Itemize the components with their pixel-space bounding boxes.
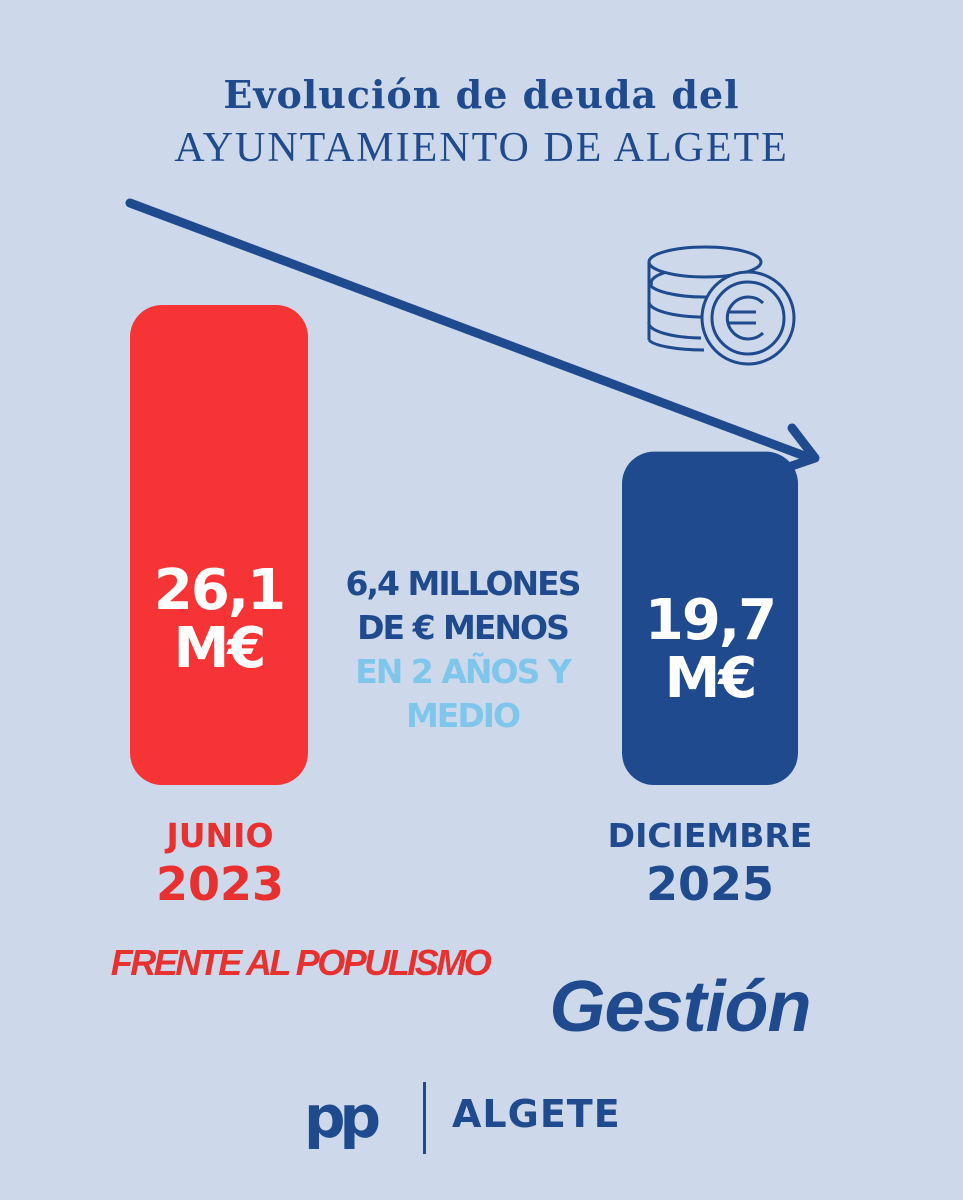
difference-text: 6,4 MILLONES DE € MENOS EN 2 AÑOS Y MEDI… <box>330 562 595 738</box>
footer-divider <box>423 1082 426 1154</box>
slogan-right: Gestión <box>549 967 811 1047</box>
pp-logo: pp <box>304 1083 381 1151</box>
month-2025: DICIEMBRE <box>607 816 813 855</box>
bar-value-label-2025: 19,7 M€ <box>622 592 798 708</box>
date-label-2025: DICIEMBRE 2025 <box>585 814 835 910</box>
bar-diciembre-2025 <box>622 451 798 785</box>
bar-value-label-2023: 26,1 M€ <box>130 562 308 678</box>
year-2025: 2025 <box>645 857 775 911</box>
year-2023: 2023 <box>155 857 285 911</box>
bar-value-2025: 19,7 <box>644 588 777 653</box>
difference-line-1: 6,4 MILLONES <box>345 564 582 603</box>
date-label-2023: JUNIO 2023 <box>110 814 330 910</box>
month-2023: JUNIO <box>166 816 274 855</box>
bar-unit-2025: M€ <box>664 646 758 711</box>
title-line-1: Evolución de deuda del <box>223 72 740 117</box>
euro-coins-icon <box>647 245 796 366</box>
bar-value-2023: 26,1 <box>153 558 286 623</box>
bar-junio-2023 <box>130 305 308 785</box>
footer-place: ALGETE <box>452 1092 621 1136</box>
difference-line-3: EN 2 AÑOS Y <box>355 652 571 691</box>
title-line-2: AYUNTAMIENTO DE ALGETE <box>174 125 789 171</box>
difference-line-2: DE € MENOS <box>357 608 570 647</box>
slogan-left: FRENTE AL POPULISMO <box>110 942 492 983</box>
difference-line-4: MEDIO <box>405 696 521 735</box>
bar-unit-2023: M€ <box>173 616 267 681</box>
